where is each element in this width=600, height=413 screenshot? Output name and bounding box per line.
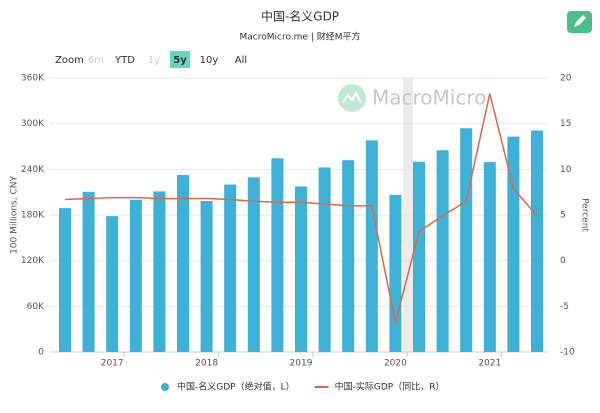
bar [59, 208, 71, 352]
y-tick-label: 120K [21, 256, 45, 266]
x-tick-label: 2021 [478, 359, 501, 369]
bar [507, 136, 520, 352]
y2-tick-label: -10 [560, 348, 575, 358]
legend-label[interactable]: 中国-实际GDP（同比，R） [335, 381, 445, 393]
zoom-button: 6m [88, 55, 104, 66]
edit-icon[interactable] [574, 15, 586, 27]
y-tick-label: 180K [21, 211, 45, 221]
x-tick-label: 2018 [195, 359, 218, 369]
bar [177, 175, 189, 352]
line [64, 93, 538, 323]
bar [483, 162, 496, 352]
y-tick-label: 300K [21, 119, 45, 129]
y2-tick-label: 10 [560, 165, 572, 175]
x-tick-label: 2017 [101, 359, 124, 369]
legend-label[interactable]: 中国-名义GDP（绝对值，L） [177, 381, 295, 393]
bar [129, 199, 142, 352]
y2-tick-label: 15 [560, 119, 571, 129]
y-axis-title: 100 Millions, CNY [10, 176, 20, 254]
zoom-button[interactable]: 10y [200, 55, 219, 66]
bar [413, 161, 425, 352]
zoom-button[interactable]: All [235, 55, 247, 66]
bar [295, 186, 307, 352]
watermark: MacroMicro [372, 86, 486, 110]
y2-tick-label: -5 [560, 302, 569, 312]
bar [436, 150, 449, 352]
watermark-icon [338, 84, 366, 112]
legend-marker[interactable] [161, 383, 169, 391]
y2-tick-label: 5 [560, 211, 566, 221]
zoom-button: 1y [148, 55, 160, 66]
bar [82, 191, 95, 352]
bar [365, 140, 378, 352]
bar [106, 216, 119, 352]
bar [460, 128, 473, 352]
bar [389, 194, 402, 352]
y2-tick-label: 0 [560, 256, 566, 266]
bar [271, 158, 284, 352]
y-tick-label: 240K [21, 165, 45, 175]
bar [531, 130, 543, 352]
watermark-icon-line [342, 90, 362, 104]
chart-subtitle: MacroMicro.me | 财经M平方 [240, 31, 361, 43]
y-tick-label: 360K [21, 74, 45, 84]
chart-title: 中国-名义GDP [261, 9, 339, 24]
bar [247, 177, 260, 352]
y-tick-label: 60K [27, 302, 45, 312]
x-tick-label: 2019 [290, 359, 313, 369]
x-tick-label: 2020 [384, 359, 407, 369]
edit-button[interactable] [567, 11, 592, 33]
zoom-button[interactable]: YTD [114, 55, 135, 66]
y2-tick-label: 20 [560, 74, 572, 84]
zoom-button[interactable]: 5y [173, 55, 187, 66]
bar [342, 160, 355, 352]
zoom-label: Zoom [55, 55, 84, 66]
watermark-logo [338, 84, 366, 112]
y2-axis-title: Percent [580, 198, 590, 232]
y-tick-label: 0 [38, 348, 44, 358]
bar [318, 167, 331, 352]
zoom-button-selected[interactable] [170, 51, 190, 68]
bar [200, 200, 213, 352]
bar [153, 191, 166, 352]
bar [224, 184, 237, 352]
